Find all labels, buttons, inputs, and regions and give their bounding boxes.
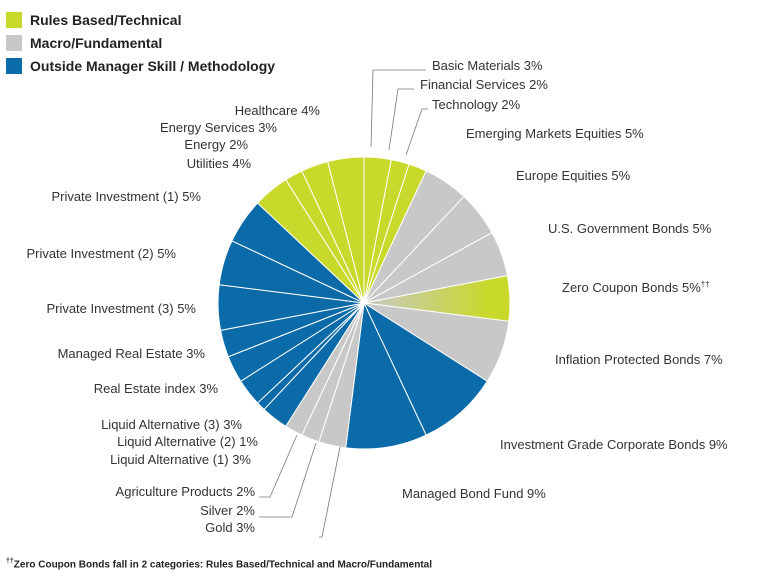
slice-label: Private Investment (3) 5% bbox=[46, 301, 196, 316]
slice-label: U.S. Government Bonds 5% bbox=[548, 221, 712, 236]
leader-line bbox=[370, 69, 426, 148]
slice-label: Liquid Alternative (1) 3% bbox=[110, 452, 251, 467]
slice-labels: Basic Materials 3% Financial Services 2% T… bbox=[26, 58, 728, 535]
slice-label: Managed Bond Fund 9% bbox=[402, 486, 546, 501]
slice-label: Inflation Protected Bonds 7% bbox=[555, 352, 723, 367]
leader-line bbox=[319, 446, 341, 538]
legend-item-rules-based: Rules Based/Technical bbox=[6, 8, 275, 31]
slice-label: Technology 2% bbox=[432, 97, 521, 112]
pie-slice bbox=[345, 301, 427, 450]
slice-label: Liquid Alternative (3) 3% bbox=[101, 417, 242, 432]
slice-label: Private Investment (1) 5% bbox=[51, 189, 201, 204]
slice-label: Utilities 4% bbox=[187, 156, 252, 171]
slice-label: Gold 3% bbox=[205, 520, 255, 535]
leader-lines bbox=[259, 69, 428, 538]
legend-label: Rules Based/Technical bbox=[30, 11, 182, 28]
pie-slice bbox=[327, 156, 365, 304]
slice-label: Healthcare 4% bbox=[235, 103, 321, 118]
slice-label: Energy 2% bbox=[184, 137, 248, 152]
slice-label: Basic Materials 3% bbox=[432, 58, 543, 73]
pie-slice bbox=[362, 301, 488, 436]
leader-line bbox=[259, 442, 317, 518]
legend-label: Macro/Fundamental bbox=[30, 34, 163, 51]
slice-label: Energy Services 3% bbox=[160, 120, 277, 135]
pie-slices bbox=[217, 156, 511, 450]
slice-label: Private Investment (2) 5% bbox=[26, 246, 176, 261]
footnote-marker: †† bbox=[6, 558, 14, 565]
legend-swatch-outside-manager bbox=[6, 57, 22, 74]
leader-line bbox=[405, 108, 428, 156]
legend: Rules Based/Technical Macro/Fundamental … bbox=[6, 8, 275, 77]
leader-line bbox=[388, 88, 414, 151]
legend-item-outside-manager: Outside Manager Skill / Methodology bbox=[6, 54, 275, 77]
leader-line bbox=[259, 434, 298, 498]
slice-label: Agriculture Products 2% bbox=[116, 484, 256, 499]
slice-label: Investment Grade Corporate Bonds 9% bbox=[500, 437, 728, 452]
slice-label: Real Estate index 3% bbox=[94, 381, 219, 396]
legend-swatch-rules-based bbox=[6, 11, 22, 28]
legend-label: Outside Manager Skill / Methodology bbox=[30, 57, 276, 74]
legend-swatch-macro bbox=[6, 34, 22, 51]
footnote: ††Zero Coupon Bonds fall in 2 categories… bbox=[6, 558, 432, 570]
footnote-text: Zero Coupon Bonds fall in 2 categories: … bbox=[13, 559, 433, 571]
slice-label: Managed Real Estate 3% bbox=[58, 346, 206, 361]
slice-label: Liquid Alternative (2) 1% bbox=[117, 434, 258, 449]
slice-label: Europe Equities 5% bbox=[516, 168, 631, 183]
slice-label: Financial Services 2% bbox=[420, 77, 548, 92]
legend-item-macro: Macro/Fundamental bbox=[6, 31, 275, 54]
slice-label: Silver 2% bbox=[200, 503, 255, 518]
slice-label: Zero Coupon Bonds 5%†† bbox=[562, 280, 710, 295]
slice-label: Emerging Markets Equities 5% bbox=[466, 126, 644, 141]
